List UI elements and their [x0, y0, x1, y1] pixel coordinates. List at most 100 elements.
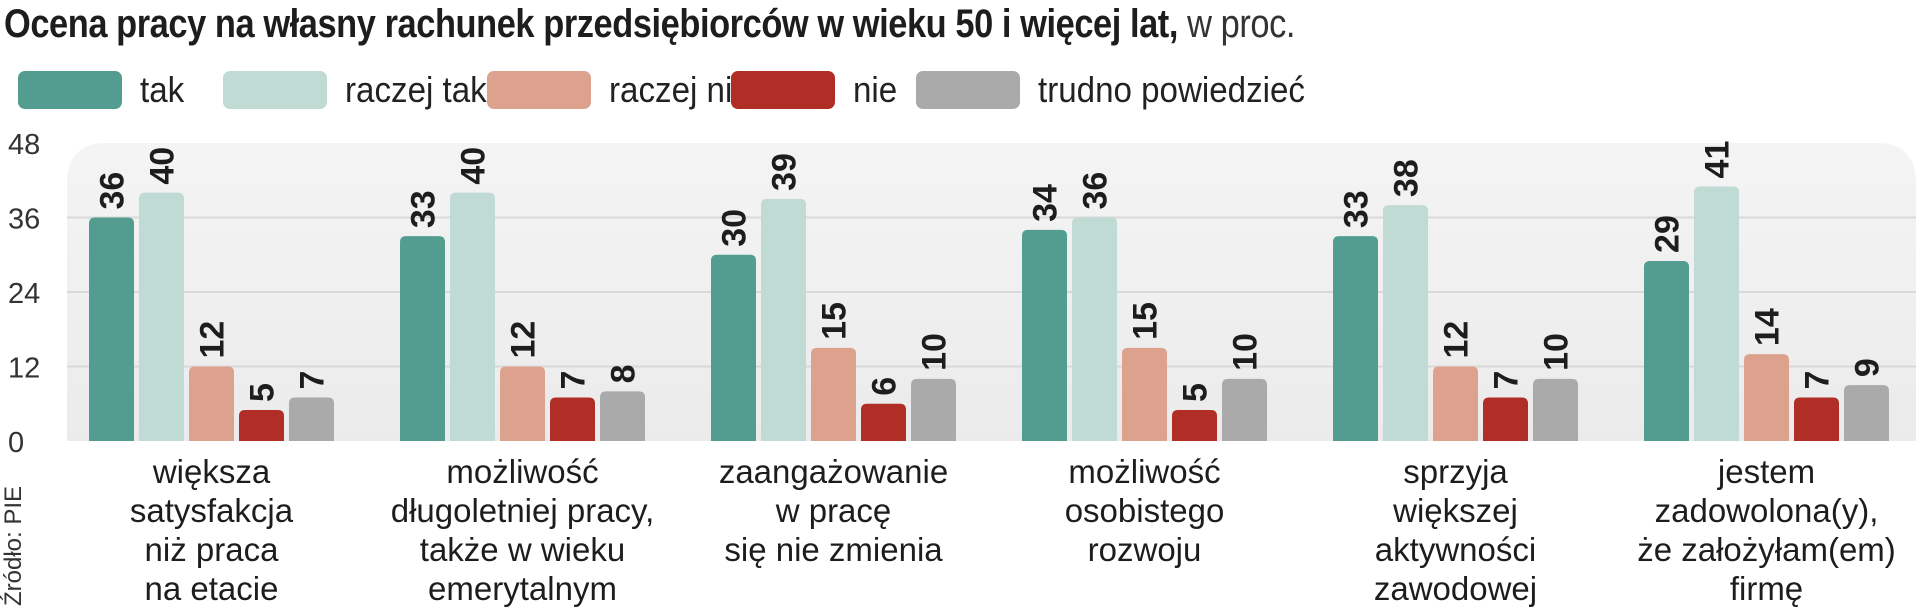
legend-item-nie: nie: [731, 69, 901, 110]
bar: [600, 391, 645, 441]
category-label: zaangażowanie: [719, 453, 948, 490]
bar: [1433, 366, 1478, 441]
data-label: 7: [555, 371, 593, 390]
bar: [1533, 378, 1578, 441]
y-tick-label: 0: [8, 427, 24, 459]
data-label: 15: [816, 302, 854, 340]
data-label: 33: [1338, 190, 1376, 228]
category-label: możliwość: [1068, 453, 1220, 490]
bar: [1644, 260, 1689, 441]
y-tick-label: 36: [8, 204, 40, 236]
data-label: 10: [916, 333, 954, 371]
y-tick-label: 24: [8, 278, 40, 310]
bar: [1483, 397, 1528, 441]
bar: [1022, 229, 1067, 441]
bar: [400, 236, 445, 441]
legend-item-raczej-nie: raczej nie: [487, 69, 763, 110]
category-label: rozwoju: [1088, 531, 1202, 568]
category-label: długoletniej pracy,: [391, 492, 655, 529]
legend-label: nie: [853, 69, 898, 110]
legend-label: raczej nie: [609, 69, 751, 110]
bar: [550, 397, 595, 441]
legend-swatch: [731, 71, 835, 109]
category-label: zadowolona(y),: [1655, 492, 1879, 529]
data-label: 5: [1177, 383, 1215, 402]
category-label: że założyłam(em): [1637, 531, 1896, 568]
bar: [811, 347, 856, 441]
bar: [139, 192, 184, 441]
category-label: także w wieku: [420, 531, 625, 568]
data-label: 12: [1438, 321, 1476, 359]
bar: [1744, 354, 1789, 441]
category-label: osobistego: [1065, 492, 1225, 529]
bar: [711, 254, 756, 441]
category-label: niż praca: [145, 531, 280, 568]
legend-item-trudno-powiedziec: trudno powiedzieć: [916, 69, 1328, 110]
legend-label: raczej tak: [345, 69, 487, 110]
category-label: aktywności: [1375, 531, 1536, 568]
bar: [1694, 186, 1739, 441]
bar: [1072, 217, 1117, 441]
category-label: firmę: [1730, 570, 1803, 607]
data-label: 8: [605, 364, 643, 383]
data-label: 12: [194, 321, 232, 359]
bar: [239, 409, 284, 441]
bar: [1172, 409, 1217, 441]
legend-swatch: [18, 71, 122, 109]
bar: [1122, 347, 1167, 441]
category-label: satysfakcja: [130, 492, 294, 529]
bar: [1844, 385, 1889, 441]
category-label: większa: [152, 453, 271, 490]
data-label: 7: [1799, 371, 1837, 390]
legend-swatch: [916, 71, 1020, 109]
data-label: 6: [866, 377, 904, 396]
data-label: 7: [294, 371, 332, 390]
data-label: 40: [144, 147, 182, 185]
data-label: 34: [1027, 184, 1065, 222]
data-label: 41: [1699, 141, 1737, 179]
data-label: 40: [455, 147, 493, 185]
data-label: 38: [1388, 159, 1426, 197]
category-label: większej: [1392, 492, 1518, 529]
data-label: 29: [1649, 215, 1687, 253]
bar: [1222, 378, 1267, 441]
bar: [89, 217, 134, 441]
title-text: Ocena pracy na własny rachunek przedsięb…: [4, 2, 1178, 46]
chart-title: Ocena pracy na własny rachunek przedsięb…: [4, 2, 1295, 47]
data-label: 36: [1077, 172, 1115, 210]
bar: [1794, 397, 1839, 441]
data-label: 9: [1849, 358, 1887, 377]
data-label: 5: [244, 383, 282, 402]
bar: [761, 198, 806, 441]
data-label: 39: [766, 153, 804, 191]
bar: [450, 192, 495, 441]
y-tick-label: 48: [8, 129, 40, 161]
bar: [1383, 205, 1428, 441]
bar: [500, 366, 545, 441]
data-label: 14: [1749, 308, 1787, 346]
category-label: sprzyja: [1403, 453, 1508, 490]
bar: [911, 378, 956, 441]
legend-label: tak: [140, 69, 185, 110]
bar: [1333, 236, 1378, 441]
legend-label: trudno powiedzieć: [1038, 69, 1305, 110]
y-tick-label: 12: [8, 353, 40, 385]
category-label: emerytalnym: [428, 570, 617, 607]
bar: [289, 397, 334, 441]
legend-swatch: [487, 71, 591, 109]
data-label: 10: [1538, 333, 1576, 371]
data-label: 36: [94, 172, 132, 210]
data-label: 7: [1488, 371, 1526, 390]
bar: [189, 366, 234, 441]
category-label: w pracę: [775, 492, 892, 529]
category-label: się nie zmienia: [724, 531, 943, 568]
category-label: możliwość: [446, 453, 598, 490]
bar: [861, 403, 906, 441]
category-label: jestem: [1717, 453, 1815, 490]
data-label: 10: [1227, 333, 1265, 371]
legend-item-tak: tak: [18, 69, 188, 110]
unit-text: w proc.: [1187, 2, 1295, 46]
source-note: Źródło: PIE: [0, 485, 27, 606]
